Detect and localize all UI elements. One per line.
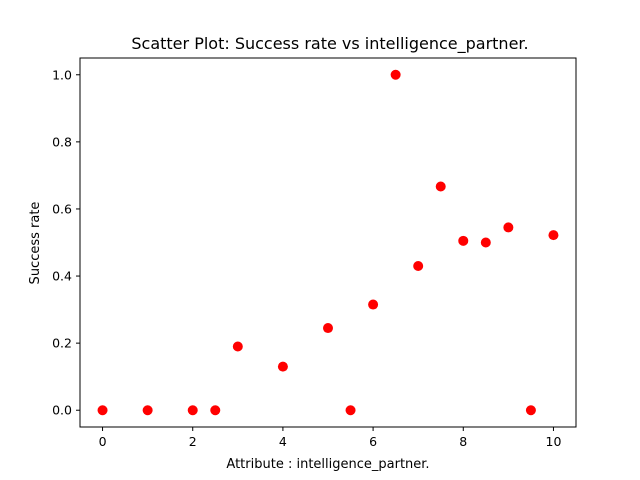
y-tick-label: 1.0 (52, 67, 72, 82)
x-axis: 0 2 4 6 8 10 (99, 427, 562, 449)
data-point (232, 341, 243, 352)
data-point (187, 405, 198, 416)
data-point (390, 69, 401, 80)
y-tick-label: 0.8 (52, 134, 72, 149)
data-point (323, 323, 333, 334)
data-point (525, 405, 536, 416)
y-axis: 0.0 0.2 0.4 0.6 0.8 1.0 (52, 67, 80, 418)
x-tick-label: 4 (279, 434, 287, 449)
data-point (413, 260, 424, 271)
chart-title: Scatter Plot: Success rate vs intelligen… (131, 34, 528, 54)
y-axis-label: Success rate (28, 202, 43, 285)
y-tick-label: 0.4 (52, 269, 72, 284)
x-tick-label: 0 (99, 434, 107, 449)
data-point (97, 405, 108, 416)
x-tick-label: 10 (546, 434, 562, 449)
x-tick-label: 6 (369, 434, 377, 449)
data-point (503, 222, 514, 233)
y-tick-label: 0.6 (52, 201, 72, 216)
data-point (142, 405, 153, 416)
data-point (435, 181, 446, 192)
data-point (277, 361, 288, 372)
data-point (458, 235, 469, 246)
x-axis-label: Attribute : intelligence_partner. (226, 457, 429, 472)
x-tick-label: 8 (459, 434, 467, 449)
data-point (210, 405, 221, 416)
data-point (480, 237, 491, 248)
data-point (368, 299, 379, 310)
data-points (97, 69, 559, 416)
data-point (548, 230, 559, 241)
plot-frame (79, 57, 577, 428)
y-tick-label: 0.0 (52, 403, 72, 418)
x-tick-label: 2 (189, 434, 197, 449)
y-tick-label: 0.2 (52, 336, 72, 351)
data-point (345, 405, 356, 416)
